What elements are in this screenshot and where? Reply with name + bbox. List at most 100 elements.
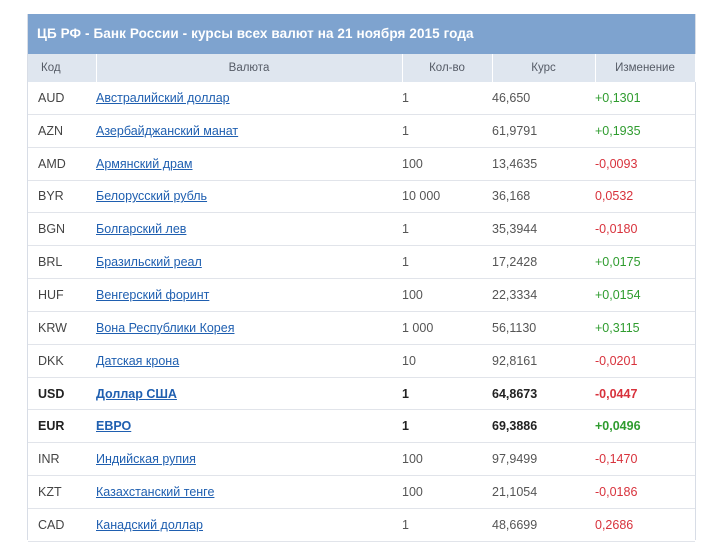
currency-code: AZN — [28, 114, 96, 148]
currency-link[interactable]: ЕВРО — [96, 419, 132, 434]
rate-change: +0,0154 — [595, 278, 695, 312]
currency-rate: 64,8673 — [492, 377, 595, 411]
currency-quantity: 10 — [402, 344, 492, 378]
currency-rates-panel: ЦБ РФ - Банк России - курсы всех валют н… — [27, 14, 696, 542]
currency-name-cell: Казахстанский тенге — [96, 475, 402, 509]
currency-rate: 61,9791 — [492, 114, 595, 148]
currency-link[interactable]: Датская крона — [96, 353, 180, 368]
rate-change: +0,0496 — [595, 409, 695, 444]
currency-code: BYR — [28, 180, 96, 214]
currency-code: KRW — [28, 311, 96, 345]
currency-quantity: 1 — [402, 409, 492, 444]
currency-code: KZT — [28, 475, 96, 509]
column-header-change[interactable]: Изменение — [595, 54, 696, 82]
currency-code: DKK — [28, 344, 96, 378]
column-header-quantity[interactable]: Кол-во — [402, 54, 493, 82]
currency-name-cell: Канадский доллар — [96, 508, 402, 542]
table-row: EUR ЕВРО 1 69,3886 +0,0496 — [28, 409, 695, 444]
currency-link[interactable]: Канадский доллар — [96, 517, 204, 532]
currency-link[interactable]: Азербайджанский манат — [96, 123, 239, 138]
currency-quantity: 100 — [402, 278, 492, 312]
currency-link[interactable]: Бразильский реал — [96, 255, 202, 270]
currency-name-cell: Венгерский форинт — [96, 278, 402, 312]
rate-change: +0,1935 — [595, 114, 695, 148]
table-row: HUF Венгерский форинт 100 22,3334 +0,0154 — [28, 278, 695, 312]
rate-change: -0,1470 — [595, 442, 695, 477]
currency-name-cell: Индийская рупия — [96, 442, 402, 477]
currency-code: BGN — [28, 212, 96, 247]
currency-quantity: 100 — [402, 442, 492, 477]
currency-quantity: 1 — [402, 114, 492, 148]
currency-quantity: 100 — [402, 147, 492, 181]
currency-link[interactable]: Доллар США — [96, 386, 177, 401]
rate-change: -0,0201 — [595, 344, 695, 378]
currency-name-cell: Бразильский реал — [96, 245, 402, 280]
currency-name-cell: Датская крона — [96, 344, 402, 378]
currency-rate: 36,168 — [492, 180, 595, 214]
currency-name-cell: Доллар США — [96, 377, 402, 411]
currency-code: EUR — [28, 409, 96, 444]
currency-code: USD — [28, 377, 96, 411]
currency-code: AUD — [28, 82, 96, 115]
currency-link[interactable]: Индийская рупия — [96, 452, 196, 467]
currency-name-cell: Азербайджанский манат — [96, 114, 402, 148]
currency-rate: 69,3886 — [492, 409, 595, 444]
currency-code: AMD — [28, 147, 96, 181]
currency-rate: 13,4635 — [492, 147, 595, 181]
currency-code: HUF — [28, 278, 96, 312]
currency-rate: 48,6699 — [492, 508, 595, 542]
currency-quantity: 1 — [402, 212, 492, 247]
currency-rate: 92,8161 — [492, 344, 595, 378]
currency-code: BRL — [28, 245, 96, 280]
currency-quantity: 100 — [402, 475, 492, 509]
currency-link[interactable]: Белорусский рубль — [96, 189, 208, 204]
currency-rate: 17,2428 — [492, 245, 595, 280]
currency-name-cell: Австралийский доллар — [96, 82, 402, 115]
column-header-code[interactable]: Код — [28, 54, 97, 82]
currency-rate: 46,650 — [492, 82, 595, 115]
currency-link[interactable]: Казахстанский тенге — [96, 485, 215, 500]
rate-change: -0,0093 — [595, 147, 695, 181]
table-row: USD Доллар США 1 64,8673 -0,0447 — [28, 377, 695, 411]
table-row: KZT Казахстанский тенге 100 21,1054 -0,0186 — [28, 475, 695, 509]
currency-quantity: 1 — [402, 508, 492, 542]
currency-rate: 22,3334 — [492, 278, 595, 312]
currency-quantity: 1 — [402, 245, 492, 280]
column-header-rate[interactable]: Курс — [492, 54, 596, 82]
currency-quantity: 1 — [402, 82, 492, 115]
currency-rate: 35,3944 — [492, 212, 595, 247]
rate-change: 0,0532 — [595, 180, 695, 214]
rate-change: +0,1301 — [595, 82, 695, 115]
table-row: AUD Австралийский доллар 1 46,650 +0,1301 — [28, 82, 695, 115]
column-header-currency[interactable]: Валюта — [96, 54, 403, 82]
table-row: INR Индийская рупия 100 97,9499 -0,1470 — [28, 442, 695, 477]
rate-change: -0,0186 — [595, 475, 695, 509]
currency-rate: 56,1130 — [492, 311, 595, 345]
currency-code: INR — [28, 442, 96, 477]
currency-quantity: 1 000 — [402, 311, 492, 345]
rate-change: +0,3115 — [595, 311, 695, 345]
currency-rate: 97,9499 — [492, 442, 595, 477]
currency-name-cell: Вона Республики Корея — [96, 311, 402, 345]
table-row: AMD Армянский драм 100 13,4635 -0,0093 — [28, 147, 695, 181]
currency-link[interactable]: Вона Республики Корея — [96, 320, 235, 335]
currency-table: Код Валюта Кол-во Курс Изменение AUD Авст… — [28, 54, 696, 542]
currency-link[interactable]: Болгарский лев — [96, 222, 187, 237]
currency-link[interactable]: Австралийский доллар — [96, 90, 230, 105]
currency-quantity: 10 000 — [402, 180, 492, 214]
table-header-row: Код Валюта Кол-во Курс Изменение — [28, 54, 696, 82]
currency-link[interactable]: Армянский драм — [96, 156, 193, 171]
currency-name-cell: Болгарский лев — [96, 212, 402, 247]
table-row: KRW Вона Республики Корея 1 000 56,1130 +0,3… — [28, 311, 695, 345]
table-row: DKK Датская крона 10 92,8161 -0,0201 — [28, 344, 695, 378]
rate-change: 0,2686 — [595, 508, 695, 542]
rate-change: +0,0175 — [595, 245, 695, 280]
rate-change: -0,0180 — [595, 212, 695, 247]
currency-link[interactable]: Венгерский форинт — [96, 287, 210, 302]
table-row: BRL Бразильский реал 1 17,2428 +0,0175 — [28, 245, 695, 280]
currency-name-cell: ЕВРО — [96, 409, 402, 444]
rate-change: -0,0447 — [595, 377, 695, 411]
table-row: BGN Болгарский лев 1 35,3944 -0,0180 — [28, 212, 695, 247]
page-title: ЦБ РФ - Банк России - курсы всех валют н… — [28, 14, 695, 54]
currency-quantity: 1 — [402, 377, 492, 411]
